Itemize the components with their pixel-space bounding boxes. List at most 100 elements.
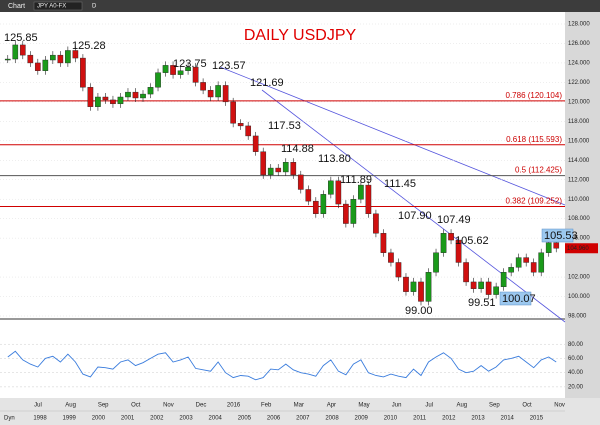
x-year-label: 2011 xyxy=(413,416,427,422)
chart-tab[interactable]: Chart xyxy=(8,3,25,10)
candle xyxy=(12,44,19,60)
x-year-label: 2009 xyxy=(355,416,369,422)
candle xyxy=(34,62,41,71)
candle xyxy=(328,180,334,195)
last-price: 104.960 xyxy=(567,246,589,252)
candle xyxy=(508,267,514,273)
candle xyxy=(358,184,364,200)
candle xyxy=(478,281,484,289)
candle xyxy=(27,54,34,64)
candle xyxy=(72,50,79,59)
price-annotation: 117.53 xyxy=(268,120,301,132)
candle xyxy=(215,85,221,98)
y-tick-label: 118.000 xyxy=(568,119,590,125)
x-year-label: 2003 xyxy=(179,416,193,422)
candle xyxy=(440,233,447,253)
x-month-label: Jun xyxy=(392,403,402,409)
x-year-label: 2013 xyxy=(471,416,485,422)
y-tick-label: 128.000 xyxy=(568,22,590,28)
candle xyxy=(343,203,349,224)
x-month-label: Jul xyxy=(425,403,433,409)
y-tick-label: 126.000 xyxy=(568,41,590,47)
y-tick-label: 120.000 xyxy=(568,99,590,105)
trendline xyxy=(219,66,566,206)
candle xyxy=(230,101,236,124)
candle xyxy=(500,272,507,288)
y-tick-label: 112.000 xyxy=(568,177,590,183)
candle xyxy=(19,44,26,56)
symbol[interactable]: JPY A0-FX xyxy=(37,4,66,10)
x-month-label: Aug xyxy=(65,403,76,409)
candle xyxy=(4,58,11,61)
y-tick-label: 108.000 xyxy=(568,216,590,222)
candle xyxy=(485,281,492,295)
candle xyxy=(320,194,327,214)
candle xyxy=(155,72,161,88)
x-year-label: 1999 xyxy=(63,416,77,422)
candle xyxy=(95,96,101,107)
candle xyxy=(388,252,394,263)
candle xyxy=(365,184,372,215)
y-tick-label: 102.000 xyxy=(568,275,590,281)
candle xyxy=(222,85,229,103)
annotation-box xyxy=(499,291,532,306)
x-year-label: 2010 xyxy=(384,416,398,422)
rsi-tick-label: 80.00 xyxy=(568,342,584,348)
y-tick-label: 116.000 xyxy=(568,138,590,144)
x-month-label: Oct xyxy=(522,403,532,409)
footer-label: Dyn xyxy=(4,416,15,422)
candle xyxy=(425,272,432,302)
candle xyxy=(200,82,206,91)
candle xyxy=(282,162,289,173)
x-month-label: Feb xyxy=(261,403,272,409)
symbol-field[interactable] xyxy=(33,1,83,11)
price-annotation: 125.85 xyxy=(4,32,38,44)
x-year-label: 2014 xyxy=(501,416,515,422)
rsi-tick-label: 20.00 xyxy=(568,384,584,390)
price-annotation: 99.51 xyxy=(468,297,496,309)
candle xyxy=(110,99,116,105)
toolbar xyxy=(0,0,600,12)
y-tick-label: 98.000 xyxy=(568,314,587,320)
candle xyxy=(260,151,267,176)
candle xyxy=(50,54,56,61)
candle xyxy=(170,65,176,75)
price-annotation: 105.53 xyxy=(544,230,578,242)
rsi-tick-label: 60.00 xyxy=(568,356,584,362)
price-axis xyxy=(565,12,600,425)
candle xyxy=(380,233,387,253)
candle xyxy=(87,87,94,107)
price-annotation: 123.57 xyxy=(212,60,246,72)
candle xyxy=(455,239,462,263)
x-month-label: 2016 xyxy=(227,403,241,409)
time-axis xyxy=(0,398,600,425)
candle xyxy=(42,59,49,71)
candle xyxy=(185,66,191,71)
x-year-label: 2000 xyxy=(92,416,106,422)
candle xyxy=(305,189,312,202)
x-year-label: 2008 xyxy=(325,416,339,422)
price-annotation: 99.00 xyxy=(405,305,433,317)
candle xyxy=(132,91,139,99)
candle xyxy=(448,233,454,241)
x-month-label: Dec xyxy=(196,403,207,409)
candle xyxy=(177,70,184,75)
candle xyxy=(80,57,86,88)
price-annotation: 100.07 xyxy=(502,293,536,305)
candle xyxy=(207,89,214,98)
y-tick-label: 122.000 xyxy=(568,80,590,86)
candle xyxy=(290,162,297,176)
candle xyxy=(538,252,545,273)
x-month-label: Nov xyxy=(554,403,565,409)
candle xyxy=(470,281,477,289)
price-annotation: 107.49 xyxy=(437,214,471,226)
candle xyxy=(523,257,530,263)
period[interactable]: D xyxy=(92,4,97,10)
candle xyxy=(65,50,71,64)
candle xyxy=(515,257,522,268)
candle xyxy=(493,286,499,295)
candle xyxy=(553,242,560,249)
price-annotation: 114.88 xyxy=(281,143,314,155)
x-year-label: 2001 xyxy=(121,416,135,422)
